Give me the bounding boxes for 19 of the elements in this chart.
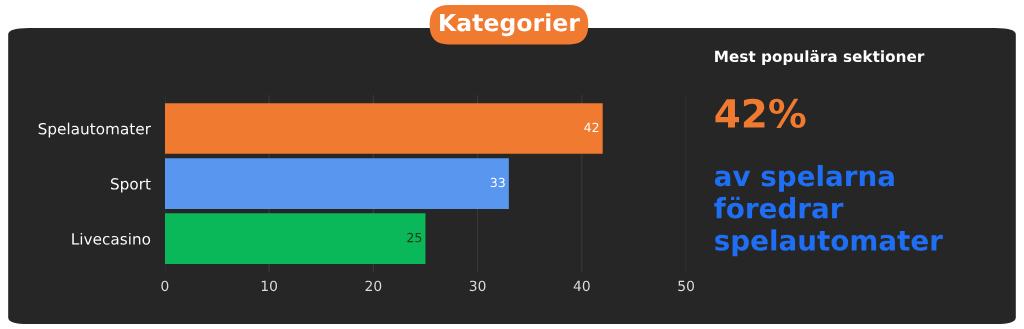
x-tick-label: 10 bbox=[261, 280, 278, 292]
text: Mest populära sektioner bbox=[715, 50, 925, 66]
x-tick-label: 20 bbox=[365, 280, 382, 292]
data-label: 33 bbox=[490, 177, 505, 188]
x-tick-label: 40 bbox=[573, 280, 590, 292]
bar bbox=[164, 103, 603, 154]
x-tick-label: 0 bbox=[161, 280, 169, 292]
bar bbox=[164, 213, 426, 265]
text: av spelarna föredrar spelautomater bbox=[714, 164, 943, 257]
x-tick-label: 30 bbox=[469, 280, 486, 292]
y-tick-label: Livecasino bbox=[72, 232, 151, 245]
data-label: 42 bbox=[584, 122, 599, 132]
x-tick-label: 50 bbox=[678, 280, 694, 292]
bar bbox=[164, 158, 509, 209]
text: 42% bbox=[715, 98, 806, 129]
data-label: 25 bbox=[407, 232, 422, 243]
y-tick-label: Sport bbox=[110, 178, 151, 193]
chart-title: Kategorier bbox=[440, 13, 580, 37]
y-tick-label: Spelautomater bbox=[38, 122, 151, 138]
